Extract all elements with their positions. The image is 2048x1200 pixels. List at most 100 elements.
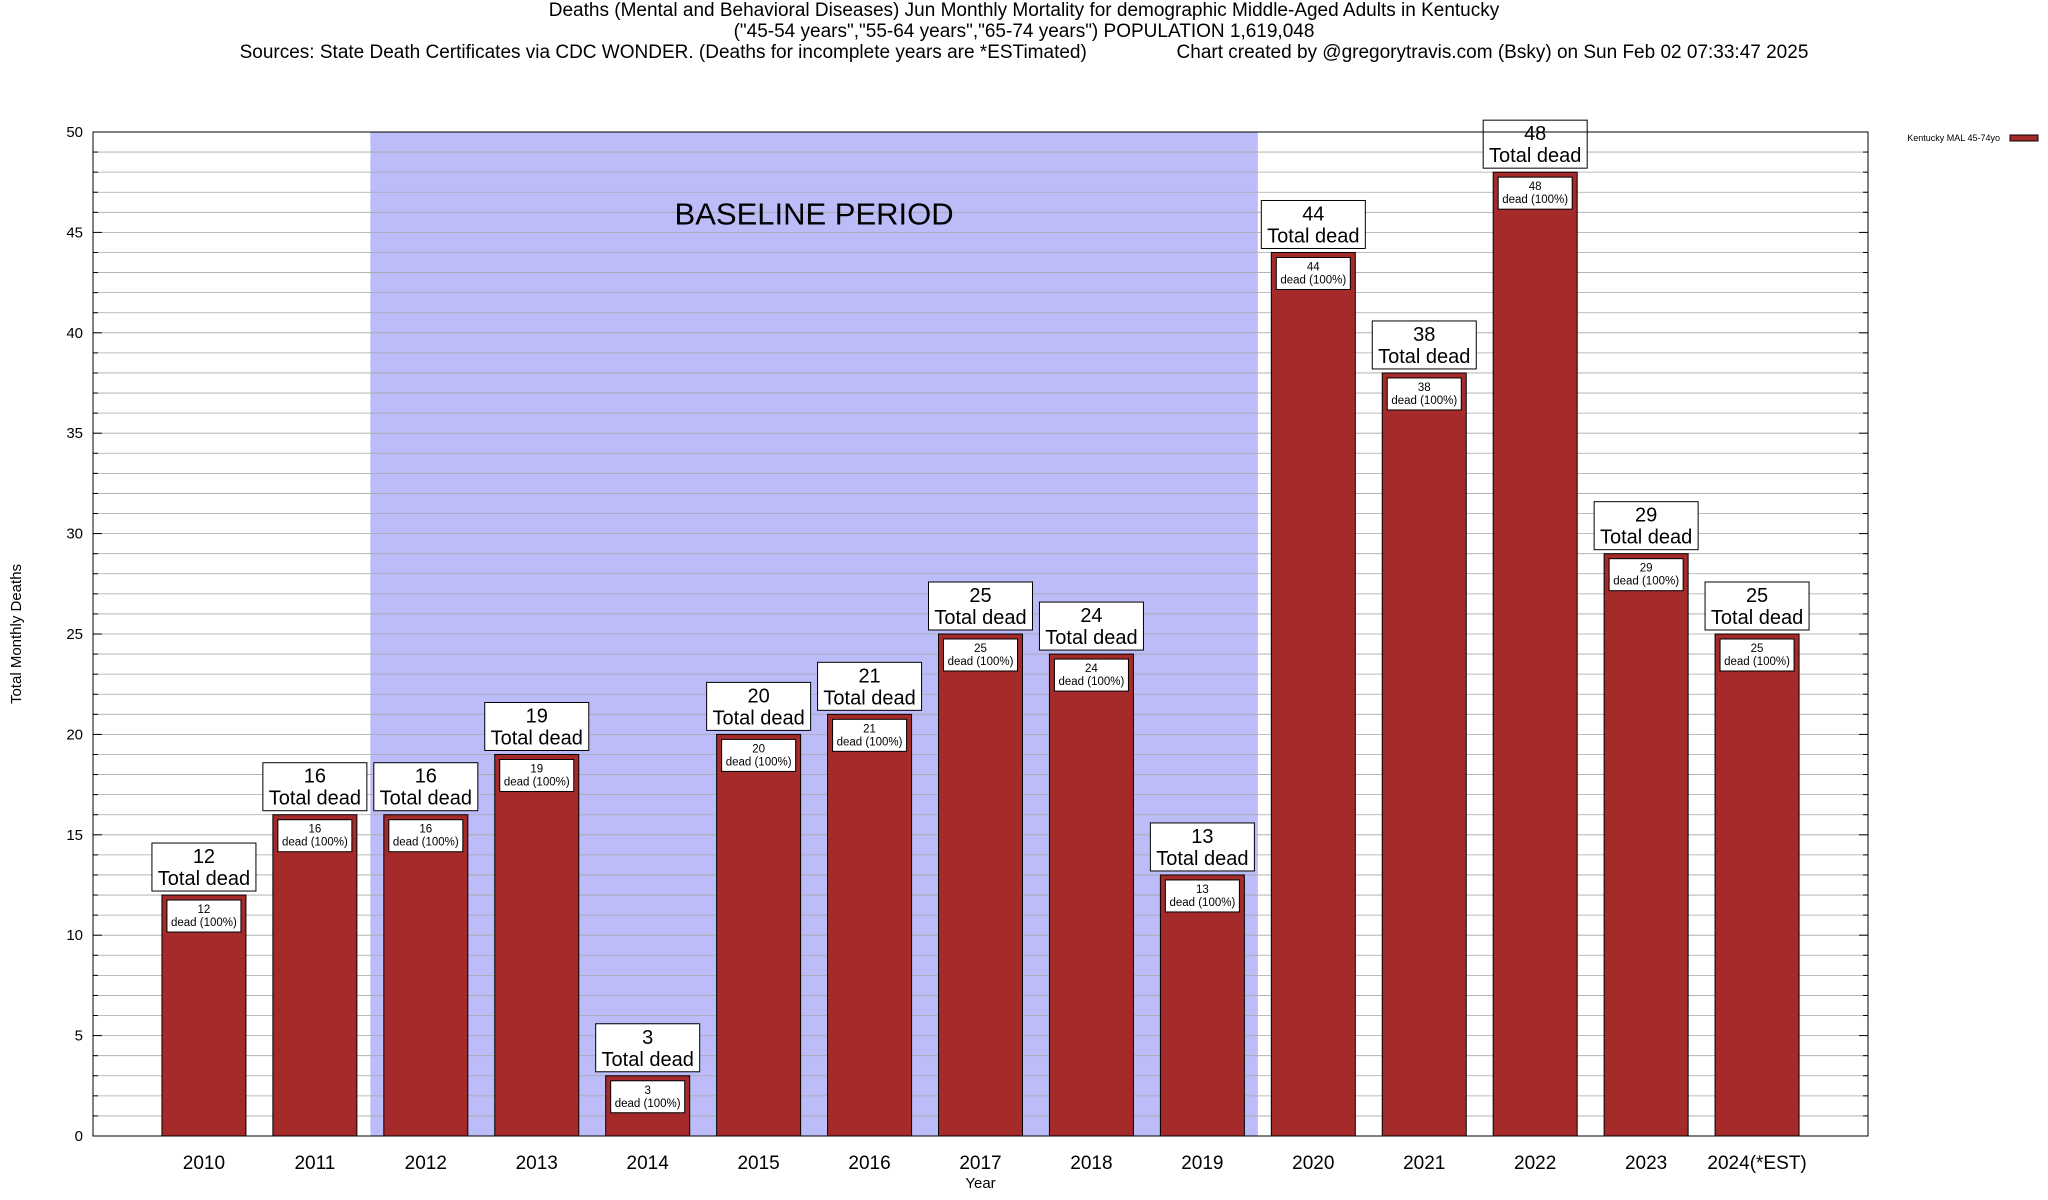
bar-inner-value: 48 [1529, 181, 1542, 193]
total-label: Total dead [823, 687, 915, 709]
x-tick-label: 2013 [516, 1153, 558, 1174]
x-tick-label: 2021 [1403, 1153, 1445, 1174]
total-label-box [1260, 199, 1366, 249]
title-line-3: Sources: State Death Certificates via CD… [239, 42, 1809, 63]
bar-inner-value: 16 [419, 824, 432, 836]
bar [716, 733, 802, 1137]
total-label: Total dead [380, 788, 472, 810]
bar-inner-value: 38 [1418, 382, 1431, 394]
total-value: 19 [526, 705, 548, 727]
total-value: 24 [1080, 605, 1102, 627]
total-label-box [817, 661, 923, 711]
bar [938, 633, 1023, 1137]
x-tick-label: 2022 [1514, 1153, 1556, 1174]
total-value: 38 [1413, 324, 1435, 346]
bar [827, 713, 913, 1137]
baseline-period-label: BASELINE PERIOD [675, 196, 954, 231]
x-tick-label: 2024(*EST) [1707, 1153, 1806, 1174]
bar-inner-value: 19 [530, 763, 543, 775]
bar-inner-value: 12 [198, 904, 211, 916]
bar-inner-percent: dead (100%) [171, 917, 237, 929]
total-value: 25 [1746, 585, 1768, 607]
bar-inner-value: 3 [644, 1085, 650, 1097]
bar-inner-label-box [388, 819, 464, 853]
x-tick-label: 2016 [848, 1153, 890, 1174]
y-tick-label: 5 [75, 1028, 83, 1045]
x-tick-label: 2020 [1292, 1153, 1334, 1174]
y-tick-label: 50 [66, 124, 83, 141]
bar-inner-label-box [499, 758, 575, 792]
plot-frame [92, 131, 1869, 1137]
bar-inner-value: 24 [1085, 663, 1098, 675]
legend-swatch [2009, 134, 2039, 142]
total-value: 29 [1635, 505, 1657, 527]
total-label-box [595, 1023, 701, 1073]
total-value: 44 [1302, 203, 1324, 225]
bar-inner-percent: dead (100%) [615, 1098, 681, 1110]
y-tick-label: 10 [66, 927, 83, 944]
total-value: 16 [304, 766, 326, 788]
y-tick-label: 35 [66, 425, 83, 442]
total-label-box [1371, 320, 1477, 370]
total-label: Total dead [712, 707, 804, 729]
x-tick-label: 2023 [1625, 1153, 1667, 1174]
bar-inner-label-box [166, 899, 242, 933]
x-tick-label: 2015 [737, 1153, 779, 1174]
total-value: 20 [748, 685, 770, 707]
bar-inner-percent: dead (100%) [1391, 395, 1457, 407]
bar-inner-percent: dead (100%) [948, 656, 1014, 668]
bar [1381, 372, 1467, 1137]
bar-inner-label-box [1719, 638, 1795, 672]
x-tick-label: 2017 [959, 1153, 1001, 1174]
y-tick-label: 15 [66, 827, 83, 844]
total-label: Total dead [1378, 346, 1470, 368]
total-label: Total dead [491, 727, 583, 749]
bar [383, 814, 469, 1137]
x-tick-label: 2014 [627, 1153, 670, 1174]
total-label: Total dead [1600, 527, 1692, 549]
total-label: Total dead [1267, 225, 1359, 247]
total-label: Total dead [1711, 607, 1803, 629]
bar-inner-label-box [1497, 176, 1573, 210]
bar-inner-value: 21 [863, 723, 876, 735]
y-tick-label: 0 [75, 1128, 83, 1145]
bar [1159, 874, 1245, 1137]
axis-ticks [93, 131, 1868, 1137]
bar-inner-label-box [1053, 658, 1129, 692]
total-value: 3 [642, 1027, 653, 1049]
bar-inner-percent: dead (100%) [837, 736, 903, 748]
bar-inner-label-box [1164, 879, 1240, 913]
total-label: Total dead [1489, 145, 1581, 167]
bar [1492, 171, 1578, 1137]
total-value: 13 [1191, 826, 1213, 848]
total-label-box [1038, 601, 1144, 651]
total-label-box [484, 701, 590, 751]
x-tick-label: 2018 [1070, 1153, 1112, 1174]
total-label-box [151, 842, 257, 892]
y-tick-label: 40 [66, 325, 83, 342]
bar-inner-percent: dead (100%) [1724, 656, 1790, 668]
total-label-box [1704, 581, 1810, 631]
bar-inner-value: 13 [1196, 884, 1209, 896]
bar-inner-percent: dead (100%) [1613, 576, 1679, 588]
total-label-box [928, 581, 1033, 631]
x-tick-label: 2010 [183, 1153, 225, 1174]
total-value: 25 [969, 585, 991, 607]
bar [1714, 633, 1800, 1137]
bar-inner-label-box [943, 638, 1018, 672]
y-tick-label: 30 [66, 526, 83, 543]
total-label: Total dead [934, 607, 1026, 629]
y-tick-label: 45 [66, 224, 83, 241]
